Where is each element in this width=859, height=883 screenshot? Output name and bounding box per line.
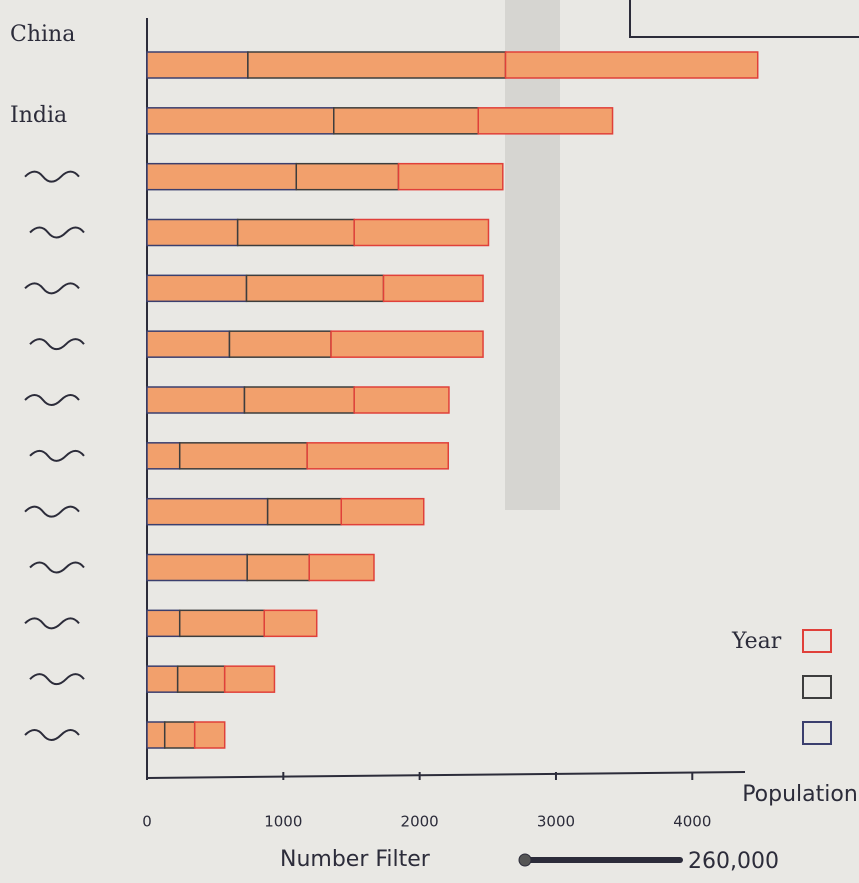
bar-segment bbox=[228, 330, 332, 358]
bar-segment bbox=[146, 51, 249, 79]
legend-swatch bbox=[802, 629, 832, 653]
bar-segment bbox=[146, 107, 335, 135]
bar-segment bbox=[146, 553, 248, 582]
bar-segment bbox=[146, 274, 248, 303]
bar-segment bbox=[193, 721, 226, 749]
x-tick-label: 2000 bbox=[401, 813, 439, 831]
x-tick-label: 1000 bbox=[264, 813, 302, 831]
bar-segment bbox=[382, 274, 484, 303]
cutoff-box bbox=[629, 0, 859, 38]
x-axis-label: Population bbox=[742, 782, 858, 807]
bar-segment bbox=[146, 665, 179, 693]
bar-segment bbox=[245, 274, 385, 303]
bar-segment bbox=[246, 553, 310, 582]
bar-segment bbox=[333, 107, 480, 135]
x-tick-label: 4000 bbox=[673, 813, 711, 831]
placeholder-label bbox=[29, 673, 85, 686]
placeholder-label bbox=[24, 617, 80, 630]
bar-segment bbox=[504, 51, 759, 79]
bar-segment bbox=[146, 330, 231, 358]
bar-segment bbox=[236, 218, 355, 247]
placeholder-label bbox=[29, 226, 85, 239]
bar-segment bbox=[353, 218, 490, 247]
legend-title: Year bbox=[731, 629, 782, 654]
placeholder-label bbox=[24, 729, 80, 741]
filter-value: 260,000 bbox=[688, 849, 779, 874]
bar-segment bbox=[146, 609, 181, 638]
placeholder-label bbox=[24, 282, 80, 295]
bar-segment bbox=[477, 107, 614, 135]
shadow bbox=[505, 0, 560, 510]
bar-segment bbox=[223, 665, 276, 693]
bar-segment bbox=[247, 51, 507, 79]
bar-segment bbox=[178, 609, 265, 638]
bar-segment bbox=[340, 497, 425, 526]
bar-segment bbox=[146, 721, 166, 749]
slider-knob[interactable] bbox=[518, 853, 532, 867]
bar-segment bbox=[330, 330, 484, 358]
bar-segment bbox=[295, 162, 400, 191]
y-tick-label: China bbox=[10, 22, 75, 47]
bar-segment bbox=[163, 721, 196, 749]
bar-segment bbox=[178, 442, 308, 470]
bar-segment bbox=[146, 386, 246, 414]
bar-segment bbox=[308, 553, 375, 582]
legend-swatch bbox=[802, 675, 832, 699]
bar-segment bbox=[146, 497, 269, 526]
bar-segment bbox=[397, 162, 504, 191]
bar-segment bbox=[263, 609, 318, 638]
y-tick-label: India bbox=[10, 103, 67, 128]
legend-swatch bbox=[802, 721, 832, 745]
placeholder-label bbox=[29, 338, 85, 351]
placeholder-label bbox=[29, 449, 85, 462]
placeholder-label bbox=[24, 170, 80, 183]
placeholder-label bbox=[29, 561, 85, 574]
bar-segment bbox=[146, 442, 181, 470]
bar-segment bbox=[243, 386, 355, 414]
bar-segment bbox=[306, 442, 450, 470]
placeholder-label bbox=[24, 505, 80, 518]
bar-segment bbox=[146, 162, 298, 191]
placeholder-label bbox=[24, 394, 80, 406]
x-tick-label: 3000 bbox=[537, 813, 575, 831]
bar-segment bbox=[353, 386, 450, 414]
bar-segment bbox=[146, 218, 239, 247]
bar-segment bbox=[266, 497, 343, 526]
x-tick-label: 0 bbox=[142, 813, 152, 831]
x-axis bbox=[146, 771, 746, 779]
filter-label: Number Filter bbox=[280, 847, 431, 872]
bar-segment bbox=[176, 665, 226, 693]
